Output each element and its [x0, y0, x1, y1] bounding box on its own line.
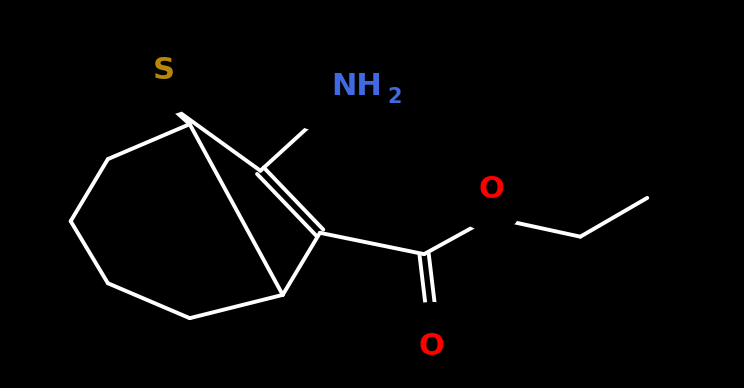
Text: S: S	[153, 56, 175, 85]
Circle shape	[294, 103, 346, 130]
Circle shape	[465, 204, 517, 231]
Text: NH: NH	[331, 72, 382, 101]
Text: 2: 2	[387, 87, 401, 107]
Text: O: O	[419, 332, 444, 361]
Circle shape	[405, 303, 458, 330]
Text: O: O	[478, 175, 504, 204]
Circle shape	[138, 87, 190, 114]
